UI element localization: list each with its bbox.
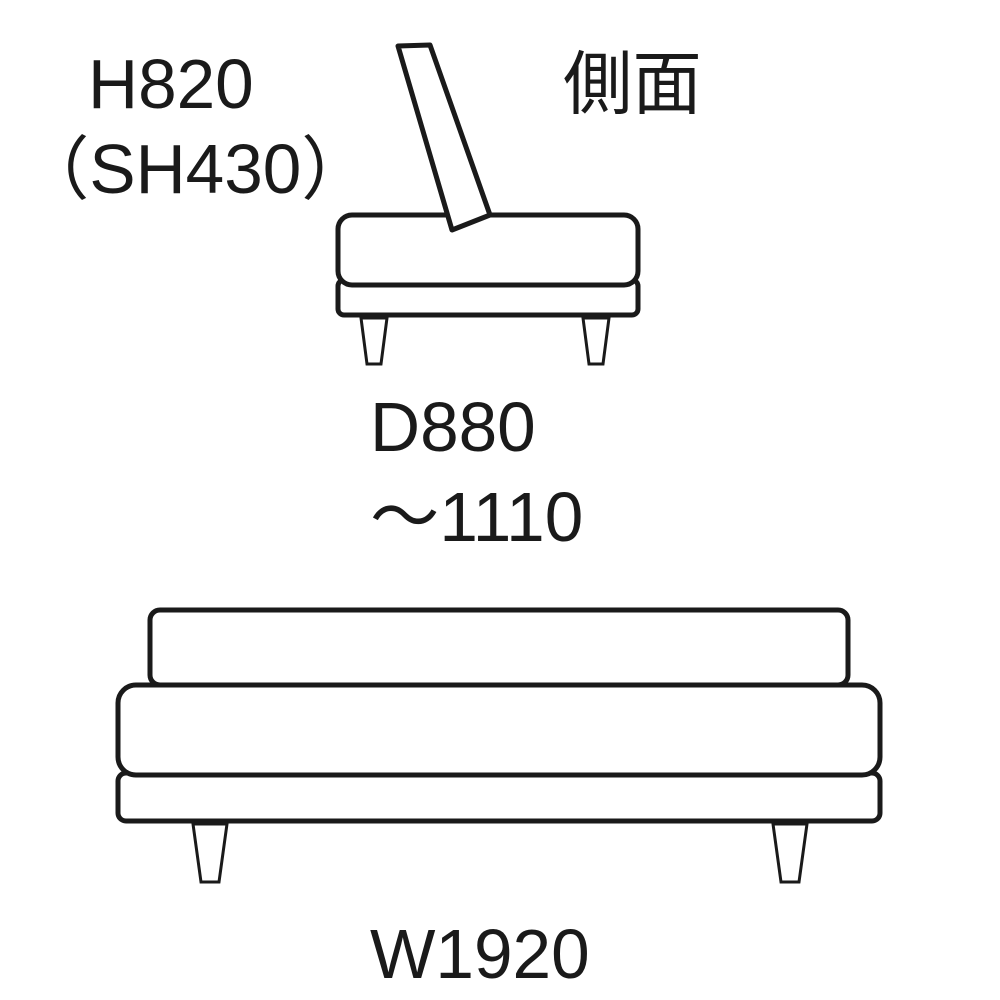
label-width: W1920 bbox=[370, 915, 590, 995]
label-depth-1: D880 bbox=[370, 388, 536, 468]
label-height: H820 bbox=[88, 45, 254, 125]
label-seat-height: （SH430） bbox=[20, 130, 371, 210]
label-side-title: 側面 bbox=[563, 45, 702, 125]
label-depth-2: ～1110 bbox=[370, 478, 583, 558]
diagram-stage: H820 （SH430） 側面 D880 ～1110 W1920 bbox=[0, 0, 1000, 1000]
